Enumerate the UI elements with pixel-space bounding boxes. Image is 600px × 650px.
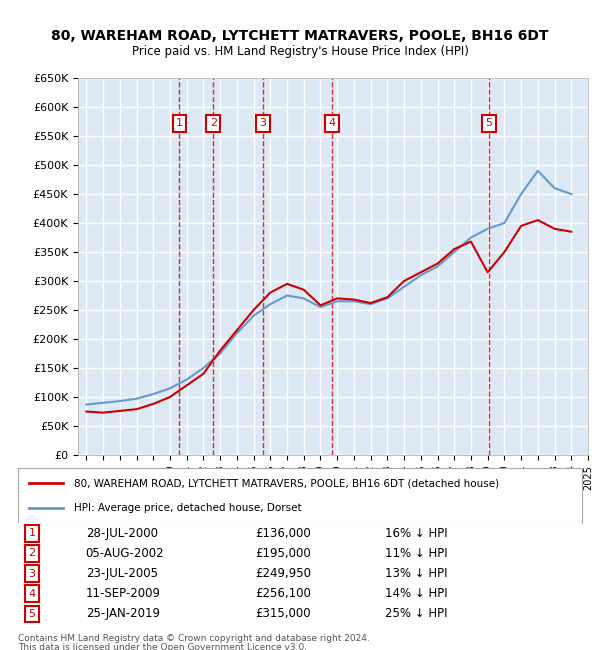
Text: 25% ↓ HPI: 25% ↓ HPI — [385, 607, 447, 620]
Text: 14% ↓ HPI: 14% ↓ HPI — [385, 588, 447, 601]
Text: £315,000: £315,000 — [255, 607, 311, 620]
Text: 4: 4 — [329, 118, 336, 128]
Text: HPI: Average price, detached house, Dorset: HPI: Average price, detached house, Dors… — [74, 503, 302, 513]
Text: Price paid vs. HM Land Registry's House Price Index (HPI): Price paid vs. HM Land Registry's House … — [131, 46, 469, 58]
Text: 5: 5 — [485, 118, 493, 128]
Text: 23-JUL-2005: 23-JUL-2005 — [86, 567, 158, 580]
Text: 4: 4 — [29, 589, 35, 599]
Text: 05-AUG-2002: 05-AUG-2002 — [86, 547, 164, 560]
Text: 1: 1 — [176, 118, 183, 128]
Text: £136,000: £136,000 — [255, 526, 311, 539]
Text: This data is licensed under the Open Government Licence v3.0.: This data is licensed under the Open Gov… — [18, 644, 307, 650]
Text: 1: 1 — [29, 528, 35, 538]
Text: 28-JUL-2000: 28-JUL-2000 — [86, 526, 158, 539]
Text: 11-SEP-2009: 11-SEP-2009 — [86, 588, 161, 601]
Text: 80, WAREHAM ROAD, LYTCHETT MATRAVERS, POOLE, BH16 6DT: 80, WAREHAM ROAD, LYTCHETT MATRAVERS, PO… — [51, 29, 549, 44]
Text: 13% ↓ HPI: 13% ↓ HPI — [385, 567, 447, 580]
Text: 16% ↓ HPI: 16% ↓ HPI — [385, 526, 447, 539]
Text: 11% ↓ HPI: 11% ↓ HPI — [385, 547, 447, 560]
Text: 2: 2 — [210, 118, 217, 128]
Text: 25-JAN-2019: 25-JAN-2019 — [86, 607, 160, 620]
Text: 2: 2 — [29, 549, 35, 558]
Text: 3: 3 — [29, 569, 35, 578]
Text: 80, WAREHAM ROAD, LYTCHETT MATRAVERS, POOLE, BH16 6DT (detached house): 80, WAREHAM ROAD, LYTCHETT MATRAVERS, PO… — [74, 478, 500, 488]
Text: 5: 5 — [29, 609, 35, 619]
Text: Contains HM Land Registry data © Crown copyright and database right 2024.: Contains HM Land Registry data © Crown c… — [18, 634, 370, 643]
Text: 3: 3 — [259, 118, 266, 128]
Text: £195,000: £195,000 — [255, 547, 311, 560]
Text: £249,950: £249,950 — [255, 567, 311, 580]
Text: £256,100: £256,100 — [255, 588, 311, 601]
